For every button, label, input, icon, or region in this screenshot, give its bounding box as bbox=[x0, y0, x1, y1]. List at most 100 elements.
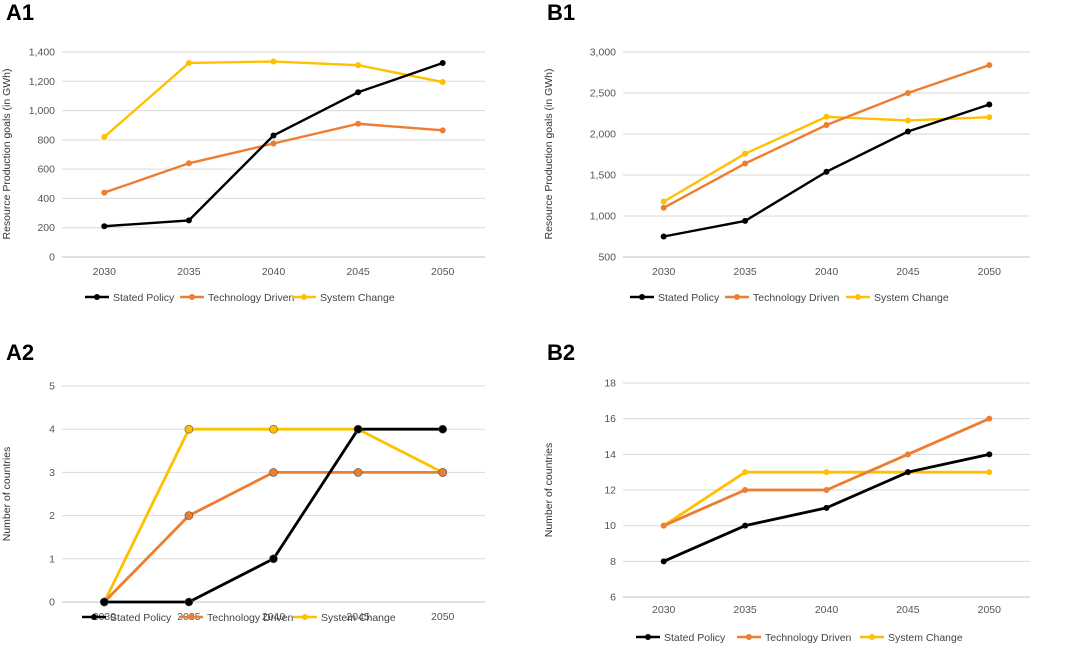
legend-swatch-marker bbox=[302, 614, 308, 620]
legend-label: Stated Policy bbox=[113, 292, 175, 304]
x-tick-label: 2030 bbox=[652, 266, 676, 278]
data-point bbox=[742, 217, 749, 224]
legend-label: Stated Policy bbox=[664, 632, 726, 644]
x-tick-label: 2045 bbox=[346, 611, 370, 623]
x-tick-label: 2030 bbox=[652, 604, 676, 616]
legend-swatch-marker bbox=[855, 294, 861, 300]
data-point bbox=[742, 522, 749, 529]
data-point bbox=[742, 469, 749, 476]
data-point bbox=[185, 217, 192, 224]
x-tick-label: 2035 bbox=[733, 604, 757, 616]
legend-swatch-marker bbox=[188, 614, 194, 620]
legend-label: System Change bbox=[320, 292, 395, 304]
data-point bbox=[660, 233, 667, 240]
data-point bbox=[355, 89, 362, 96]
legend-swatch-marker bbox=[746, 634, 752, 640]
legend-item: System Change bbox=[292, 292, 395, 304]
y-tick-label: 1,500 bbox=[590, 170, 616, 182]
legend-label: Stated Policy bbox=[110, 612, 172, 624]
legend-item: System Change bbox=[293, 612, 396, 624]
y-tick-label: 0 bbox=[49, 597, 55, 609]
y-tick-label: 500 bbox=[598, 252, 616, 264]
series-system-change bbox=[660, 113, 993, 205]
data-point bbox=[353, 424, 363, 434]
series-stated-policy bbox=[100, 424, 448, 607]
data-point bbox=[269, 554, 278, 564]
legend-swatch-marker bbox=[189, 294, 195, 300]
data-point bbox=[438, 468, 448, 477]
series-line bbox=[662, 470, 990, 527]
data-point bbox=[904, 117, 911, 124]
y-tick-label: 8 bbox=[610, 556, 616, 568]
legend-item: Technology Driven bbox=[725, 292, 840, 304]
x-tick-label: 2040 bbox=[815, 266, 839, 278]
x-tick-label: 2040 bbox=[262, 266, 286, 278]
x-tick-label: 2050 bbox=[978, 604, 1002, 616]
data-point bbox=[660, 558, 667, 565]
series-stated-policy bbox=[101, 59, 446, 230]
y-tick-label: 16 bbox=[604, 413, 616, 425]
y-axis-label: Number of countries bbox=[543, 443, 555, 538]
legend-swatch-marker bbox=[734, 294, 740, 300]
data-point bbox=[904, 128, 911, 135]
y-tick-label: 1,400 bbox=[29, 47, 55, 59]
legend-swatch-marker bbox=[869, 634, 875, 640]
data-point bbox=[660, 522, 667, 529]
y-tick-label: 2,000 bbox=[590, 129, 616, 141]
panel-label: B2 bbox=[547, 340, 575, 365]
legend-item: Stated Policy bbox=[636, 632, 726, 644]
data-point bbox=[355, 62, 362, 69]
y-tick-label: 1,200 bbox=[29, 76, 55, 88]
data-point bbox=[353, 468, 363, 477]
x-tick-label: 2035 bbox=[733, 266, 757, 278]
x-tick-label: 2045 bbox=[896, 266, 920, 278]
data-point bbox=[270, 132, 277, 139]
y-tick-label: 0 bbox=[49, 252, 55, 264]
data-point bbox=[823, 504, 830, 511]
y-tick-label: 400 bbox=[37, 193, 55, 205]
legend-swatch-marker bbox=[94, 294, 100, 300]
chart-a1: A1 0 200 400 600 800 1,000 1,200 1,400 2030 2035 20… bbox=[1, 0, 485, 304]
legend-item: System Change bbox=[860, 632, 963, 644]
data-point bbox=[660, 204, 667, 211]
x-tick-label: 2045 bbox=[896, 604, 920, 616]
legend-label: Technology Driven bbox=[765, 632, 852, 644]
data-point bbox=[270, 58, 277, 65]
data-point bbox=[986, 415, 993, 422]
data-point bbox=[904, 469, 911, 476]
data-point bbox=[270, 140, 277, 147]
x-tick-label: 2040 bbox=[815, 604, 839, 616]
legend-label: System Change bbox=[874, 292, 949, 304]
legend-label: System Change bbox=[321, 612, 396, 624]
legend-label: System Change bbox=[888, 632, 963, 644]
y-tick-label: 2,500 bbox=[590, 88, 616, 100]
legend-swatch-marker bbox=[639, 294, 645, 300]
y-axis-label: Number of countries bbox=[1, 447, 13, 542]
y-tick-label: 600 bbox=[37, 164, 55, 176]
x-tick-label: 2035 bbox=[177, 266, 201, 278]
data-point bbox=[823, 168, 830, 175]
data-point bbox=[823, 113, 830, 120]
y-tick-label: 18 bbox=[604, 378, 616, 390]
data-point bbox=[986, 114, 993, 121]
legend-swatch-marker bbox=[91, 614, 97, 620]
data-point bbox=[660, 198, 667, 205]
data-point bbox=[355, 120, 362, 127]
x-tick-label: 2050 bbox=[978, 266, 1002, 278]
data-point bbox=[101, 133, 108, 140]
panel-label: A2 bbox=[6, 340, 34, 365]
series-stated-policy bbox=[660, 101, 993, 240]
legend-item: Technology Driven bbox=[737, 632, 852, 644]
data-point bbox=[986, 451, 993, 458]
y-tick-label: 14 bbox=[604, 449, 616, 461]
data-point bbox=[269, 424, 278, 434]
series-line bbox=[103, 470, 443, 603]
series-line bbox=[663, 63, 990, 209]
series-technology-driven bbox=[100, 468, 448, 607]
y-axis-label: Resource Production goals (in GWh) bbox=[1, 69, 13, 240]
legend-swatch-marker bbox=[645, 634, 651, 640]
data-point bbox=[986, 62, 993, 69]
data-point bbox=[904, 451, 911, 458]
data-point bbox=[742, 160, 749, 167]
